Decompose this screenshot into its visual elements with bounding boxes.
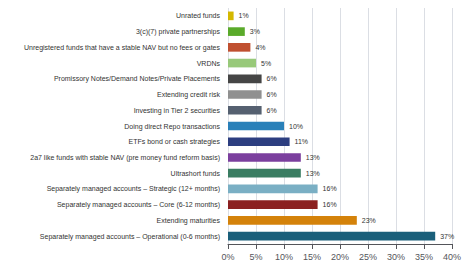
svg-text:5%: 5% (249, 252, 262, 262)
svg-text:35%: 35% (415, 252, 433, 262)
svg-text:Investing in Tier 2 securities: Investing in Tier 2 securities (134, 107, 221, 115)
svg-text:2a7 like funds with stable NAV: 2a7 like funds with stable NAV (pre mone… (30, 154, 220, 162)
svg-text:3(c)(7) private partnerships: 3(c)(7) private partnerships (136, 28, 221, 36)
svg-text:0%: 0% (221, 252, 234, 262)
svg-text:Doing direct Repo transactions: Doing direct Repo transactions (124, 123, 220, 131)
svg-text:10%: 10% (289, 123, 303, 130)
svg-text:Unrated funds: Unrated funds (176, 12, 220, 19)
svg-text:15%: 15% (303, 252, 321, 262)
svg-text:10%: 10% (275, 252, 293, 262)
svg-text:6%: 6% (267, 107, 277, 114)
svg-text:Separately managed accounts –: Separately managed accounts – Operationa… (40, 233, 220, 241)
svg-text:20%: 20% (331, 252, 349, 262)
svg-text:VRDNs: VRDNs (197, 60, 221, 67)
svg-text:5%: 5% (261, 60, 271, 67)
svg-text:11%: 11% (295, 138, 309, 145)
svg-text:Unregistered funds that have a: Unregistered funds that have a stable NA… (24, 44, 220, 52)
svg-text:1%: 1% (239, 12, 249, 19)
svg-text:3%: 3% (250, 28, 260, 35)
svg-text:30%: 30% (387, 252, 405, 262)
svg-text:ETFs bond or cash strategies: ETFs bond or cash strategies (129, 138, 221, 146)
svg-text:4%: 4% (255, 44, 265, 51)
svg-text:6%: 6% (267, 91, 277, 98)
svg-text:13%: 13% (306, 170, 320, 177)
svg-text:Promissory Notes/Demand Notes/: Promissory Notes/Demand Notes/Private Pl… (54, 75, 221, 83)
svg-text:6%: 6% (267, 75, 277, 82)
svg-text:Extending maturities: Extending maturities (157, 217, 221, 225)
svg-text:Separately managed accounts –: Separately managed accounts – Core (6-12… (57, 201, 220, 209)
svg-text:13%: 13% (306, 154, 320, 161)
svg-text:Ultrashort funds: Ultrashort funds (171, 170, 221, 177)
svg-text:40%: 40% (443, 252, 461, 262)
svg-text:23%: 23% (362, 217, 376, 224)
svg-text:Extending credit risk: Extending credit risk (157, 91, 221, 99)
svg-text:16%: 16% (323, 185, 337, 192)
svg-text:Separately managed accounts –: Separately managed accounts – Strategic … (47, 185, 220, 193)
svg-text:37%: 37% (440, 233, 454, 240)
svg-text:16%: 16% (323, 201, 337, 208)
svg-text:25%: 25% (359, 252, 377, 262)
